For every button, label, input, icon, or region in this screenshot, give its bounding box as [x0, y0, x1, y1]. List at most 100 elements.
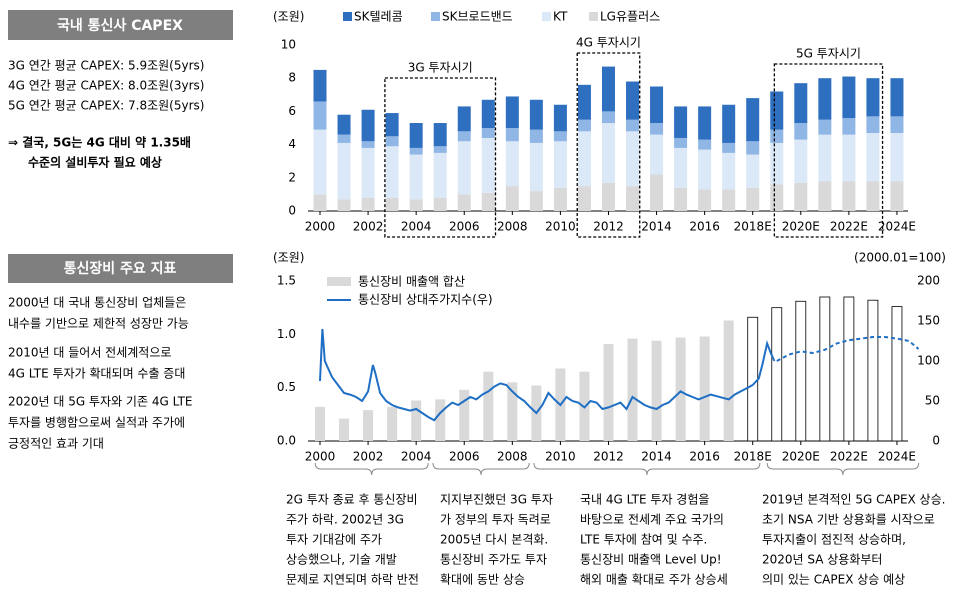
bar-segment — [866, 78, 880, 117]
paragraph-line: 투자를 병행함으로써 실적과 주가에 — [8, 415, 185, 430]
bar — [651, 340, 662, 441]
bar — [483, 371, 494, 441]
bar-segment — [818, 78, 832, 120]
y-tick-label: 0 — [288, 204, 296, 218]
bar-segment — [361, 141, 375, 148]
x-tick-label: 2024E — [878, 450, 916, 464]
bar-segment — [890, 181, 904, 211]
bar — [411, 400, 422, 441]
bar-segment — [313, 69, 327, 102]
note-line: 투자지출이 점진적 상승하며, — [762, 533, 906, 547]
bar-segment — [650, 123, 664, 135]
bar-segment — [842, 118, 856, 135]
bar-segment — [313, 194, 327, 211]
bar-segment — [505, 141, 519, 187]
bar-segment — [409, 154, 423, 200]
bar-segment — [770, 129, 784, 143]
bar-segment — [529, 142, 543, 192]
bar — [699, 336, 710, 441]
bar-segment — [818, 119, 832, 135]
bar-segment — [674, 187, 688, 211]
x-tick-label: 2008 — [497, 220, 528, 234]
legend-label: LG유플러스 — [600, 10, 660, 24]
note-line: 가 정부의 투자 독려로 — [440, 513, 551, 527]
bar-segment — [674, 137, 688, 148]
bar-segment — [385, 146, 399, 198]
bar-segment — [601, 111, 615, 124]
legend-swatch — [542, 12, 551, 21]
brace — [432, 462, 530, 476]
bar-segment — [698, 149, 712, 190]
axis-label: (조원) — [273, 251, 304, 265]
bar-segment — [313, 129, 327, 195]
bar — [339, 418, 350, 441]
bar-segment — [361, 147, 375, 198]
bar-segment — [626, 119, 640, 132]
y2-tick-label: 150 — [917, 314, 940, 328]
bar-segment — [722, 104, 736, 143]
bar-segment — [722, 152, 736, 190]
y-tick-label: 1.5 — [277, 274, 296, 288]
note-line: 통신장비 매출액 Level Up! — [580, 553, 722, 567]
bar-segment — [337, 134, 351, 143]
y-tick-label: 0.5 — [277, 380, 296, 394]
brace — [766, 462, 920, 476]
bar-segment — [650, 86, 664, 124]
note-line: 통신장비 주가도 투자 — [440, 553, 547, 567]
axis-label: (조원) — [273, 10, 304, 24]
paragraph-line: 2020년 대 5G 투자와 기존 4G LTE — [8, 395, 193, 409]
x-tick-label: 2018E — [734, 220, 772, 234]
bar-segment — [601, 123, 615, 183]
conclusion: 수준의 설비투자 필요 예상 — [28, 155, 162, 170]
x-tick-label: 2000 — [305, 220, 336, 234]
bar-segment — [529, 99, 543, 130]
bar-segment — [626, 81, 640, 120]
bar-segment — [457, 141, 471, 195]
x-tick-label: 2006 — [449, 220, 480, 234]
x-tick-label: 2022E — [830, 450, 868, 464]
note-line: 2G 투자 종료 후 통신장비 — [286, 493, 418, 507]
x-tick-label: 2004 — [401, 220, 432, 234]
bar-segment — [385, 136, 399, 147]
x-tick-label: 2002 — [353, 450, 384, 464]
bar-segment — [529, 191, 543, 211]
bar — [507, 382, 518, 441]
panel-header: 통신장비 주요 지표 — [64, 260, 177, 277]
bar-segment — [842, 76, 856, 119]
paragraph-line: 내수를 기반으로 제한적 성장만 가능 — [8, 317, 189, 331]
y2-tick-label: 200 — [917, 274, 940, 288]
y2-tick-label: 100 — [917, 354, 940, 368]
x-tick-label: 2016 — [689, 220, 720, 234]
legend-swatch — [589, 12, 598, 21]
y2-tick-label: 0 — [932, 434, 940, 448]
note-line: 해외 매출 확대로 주가 상승세 — [580, 573, 728, 587]
bar-segment — [698, 139, 712, 150]
bar-segment — [577, 131, 591, 187]
bar-segment — [577, 186, 591, 211]
bar-segment — [866, 132, 880, 182]
bar-segment — [409, 147, 423, 155]
bar-segment — [457, 131, 471, 142]
bar — [459, 389, 470, 441]
bar-segment — [601, 182, 615, 211]
note-line: 의미 있는 CAPEX 상승 예상 — [762, 573, 905, 587]
y-tick-label: 1.0 — [277, 327, 296, 341]
bar-segment — [650, 174, 664, 211]
period-box — [576, 52, 641, 238]
bar-segment — [553, 187, 567, 211]
bar-segment — [481, 192, 495, 211]
bar-segment — [337, 114, 351, 135]
y-tick-label: 8 — [288, 71, 296, 85]
x-tick-label: 2014 — [641, 450, 672, 464]
stat-line: 3G 연간 평균 CAPEX: 5.9조원(5yrs) — [8, 59, 204, 73]
bar-segment — [698, 106, 712, 140]
x-tick-label: 2018E — [734, 450, 772, 464]
legend-label: SK브로드밴드 — [442, 10, 513, 24]
bar-segment — [409, 199, 423, 211]
y2-tick-label: 50 — [925, 394, 940, 408]
period-box — [773, 63, 884, 238]
bar-segment — [385, 113, 399, 137]
bar — [435, 399, 446, 441]
x-tick-label: 2016 — [689, 450, 720, 464]
